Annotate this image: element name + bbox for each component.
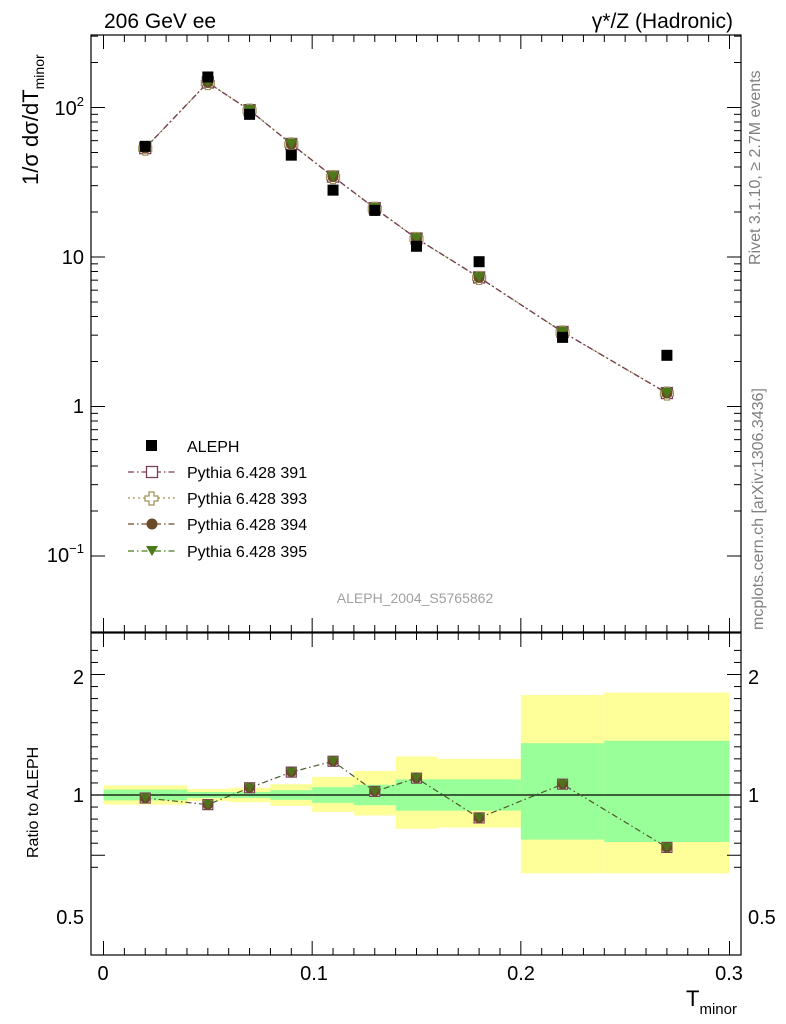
aleph-data-point [244,108,256,120]
ratio-panel: Ratio to ALEPH 2 1 0.5 2 1 0.5 [25,632,776,956]
mcplots-label: mcplots.cern.ch [arXiv:1306.3436] [750,388,767,630]
beam-energy-label: 206 GeV ee [104,10,216,33]
mc-395-point [660,388,673,399]
mc-line-3 [144,81,668,394]
legend-marker-394 [146,518,158,530]
legend: ALEPH Pythia 6.428 391 Pythia 6.428 393 … [128,439,307,561]
xtick-label-0.3: 0.3 [715,963,743,985]
analysis-watermark: ALEPH_2004_S5765862 [337,590,494,606]
aleph-data-point [369,204,381,216]
top-panel: ALEPH_2004_S5765862 1/σ dσ/dTminor 102 1… [18,34,742,633]
ratio-395-point [557,779,569,789]
ratio-mc-line [145,760,668,848]
xtick-label-0.2: 0.2 [507,963,535,985]
ratio-395-point [473,813,485,823]
mc-395-point [410,233,423,244]
ytick-label-1: 1 [73,396,84,418]
legend-item-391: Pythia 6.428 391 [128,465,307,482]
aleph-data-point [473,256,485,268]
legend-item-aleph: ALEPH [146,439,239,456]
xtick-label-0.1: 0.1 [300,963,328,985]
legend-label-aleph: ALEPH [187,439,239,456]
ratio-ytick-1-left: 1 [73,785,84,807]
xlabel-main: T [686,986,699,1011]
aleph-data-point [327,184,339,196]
legend-marker-393 [144,491,159,506]
ratio-series-layer [139,755,673,854]
ratio-395-point [327,756,339,766]
ratio-axis-ticks [91,633,741,955]
top-panel-frame [90,34,742,633]
ratio-ytick-1-right: 1 [748,785,759,807]
mc-395-point [473,272,486,283]
aleph-data-point [411,240,422,252]
top-axis-ticks [91,35,741,632]
ratio-395-point [369,786,381,796]
aleph-data-point [661,349,673,361]
aleph-data-point [285,149,297,161]
legend-label-391: Pythia 6.428 391 [187,465,307,482]
xtick-label-0: 0 [97,963,108,985]
legend-label-394: Pythia 6.428 394 [187,517,307,534]
mc-line-2 [144,81,668,394]
legend-item-395: Pythia 6.428 395 [128,544,307,561]
xlabel-sub: minor [699,1001,737,1018]
ratio-395-point [411,773,422,783]
ratio-band-inner [604,740,730,842]
ratio-band-inner [520,743,605,840]
xlabel: Tminor [686,986,737,1018]
ratio-ytick-0.5-left: 0.5 [56,907,84,929]
process-label: γ*/Z (Hadronic) [592,10,733,33]
aleph-data-point [202,71,214,83]
mc-395-point [327,171,340,182]
top-ylabel-sub: minor [31,54,47,89]
ratio-395-point [139,793,151,803]
ratio-ytick-2-right: 2 [748,667,759,689]
ratio-ylabel: Ratio to ALEPH [25,747,42,858]
mc-line-4 [144,81,668,394]
ratio-395-point [285,767,297,777]
legend-label-393: Pythia 6.428 393 [187,491,307,508]
ratio-395-point [202,800,214,810]
top-series-layer [138,71,674,401]
ratio-ytick-0.5-right: 0.5 [748,907,776,929]
top-ylabel-main: 1/σ dσ/dT [18,89,43,185]
aleph-data-point [139,140,151,152]
legend-marker-391 [145,465,159,479]
mc-395-point [285,138,298,149]
mc-line-1 [144,81,668,394]
ytick-label-0.1: 10−1 [47,541,84,567]
ytick-label-10: 10 [62,247,84,269]
ratio-395-point [244,783,256,793]
ratio-ytick-2-left: 2 [73,667,84,689]
ratio-395-point [661,842,673,852]
top-ylabel: 1/σ dσ/dTminor [18,54,47,185]
legend-label-395: Pythia 6.428 395 [187,544,307,561]
rivet-version-label: Rivet 3.1.10, ≥ 2.7M events [747,70,764,265]
legend-item-394: Pythia 6.428 394 [128,517,307,534]
ytick-label-100: 102 [55,94,84,120]
aleph-data-point [557,331,569,343]
legend-marker-395 [146,546,158,556]
legend-item-393: Pythia 6.428 393 [128,491,307,508]
legend-marker-aleph [146,440,157,451]
